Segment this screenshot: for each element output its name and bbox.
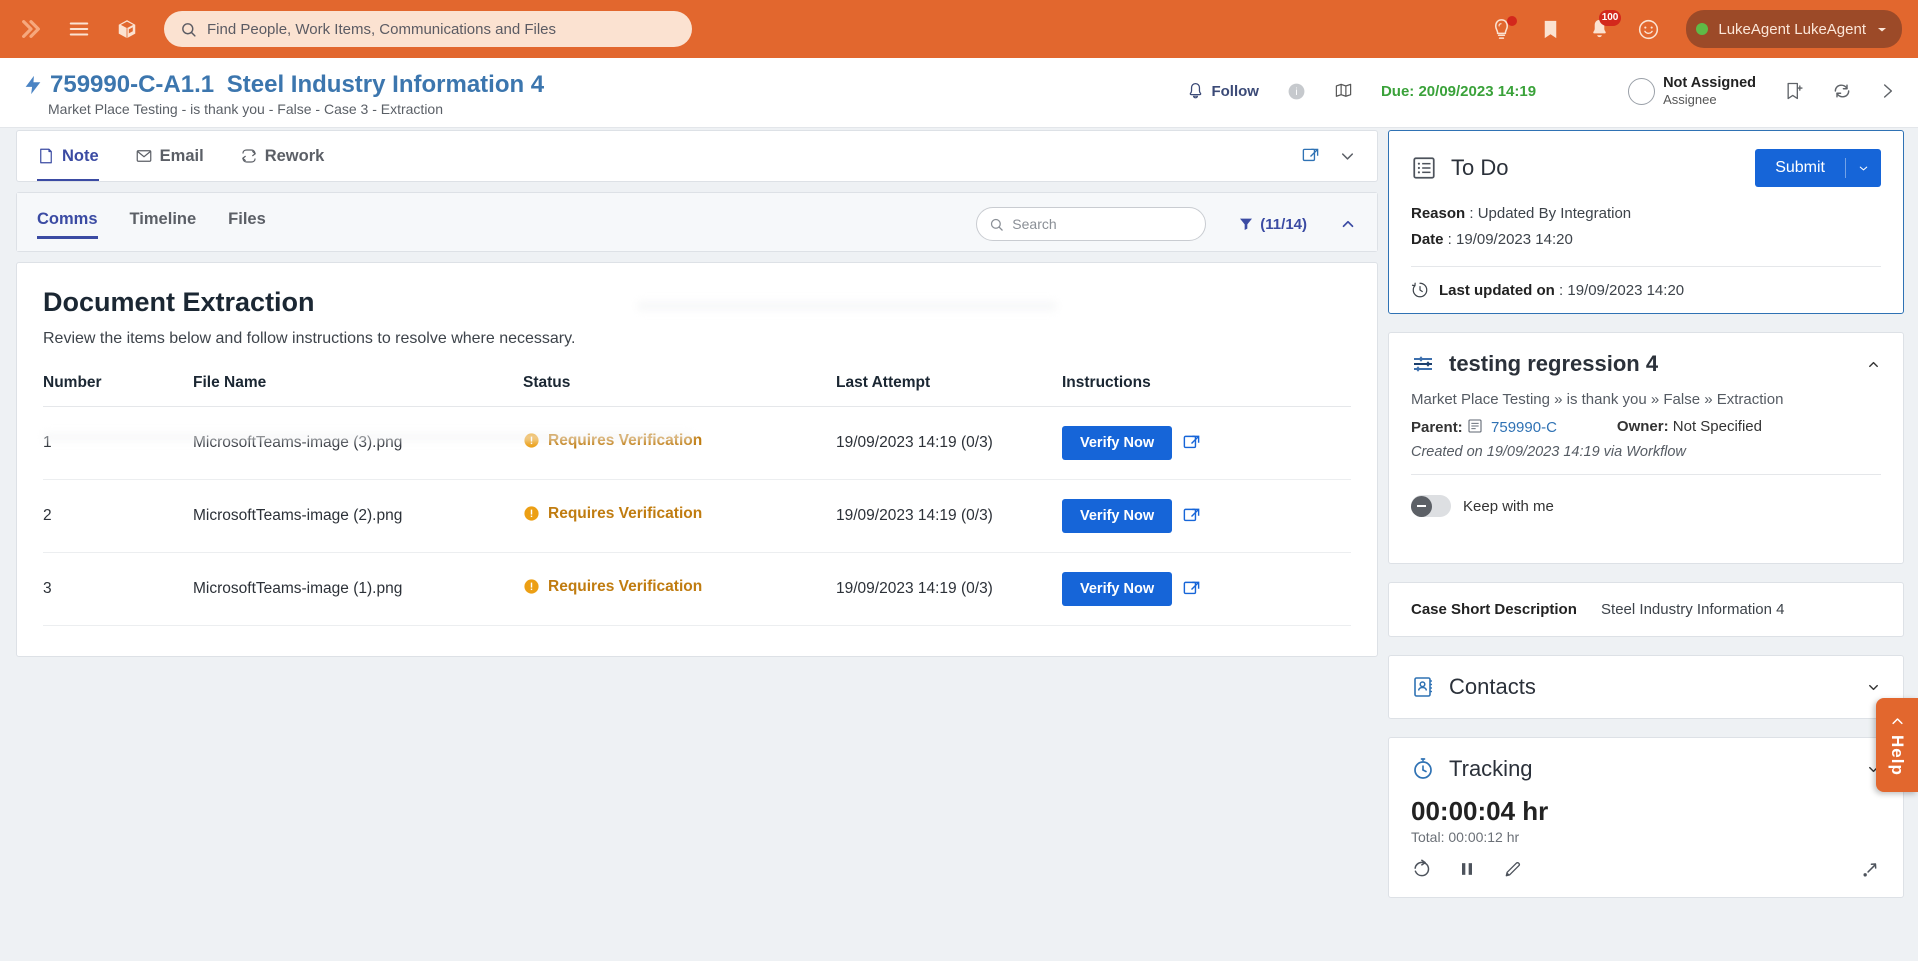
svg-text:i: i (1295, 87, 1297, 98)
